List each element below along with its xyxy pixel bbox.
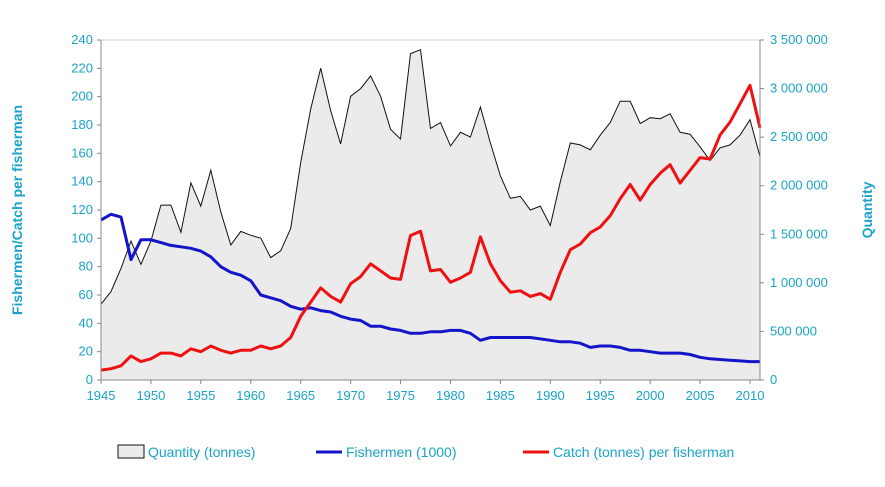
left-tick-label: 0 (86, 372, 93, 387)
left-tick-label: 200 (71, 89, 93, 104)
series-line-2 (100, 83, 762, 372)
x-tick-label: 2005 (686, 388, 715, 403)
left-axis-title: Fishermen/Catch per fisherman (9, 105, 25, 315)
left-tick-label: 160 (71, 145, 93, 160)
legend-label-1: Fishermen (1000) (346, 444, 457, 460)
x-tick-label: 1995 (586, 388, 615, 403)
x-tick-label: 2010 (736, 388, 765, 403)
right-tick-label: 1 000 000 (770, 275, 828, 290)
right-tick-label: 2 500 000 (770, 129, 828, 144)
x-tick-label: 1980 (436, 388, 465, 403)
right-tick-label: 1 500 000 (770, 226, 828, 241)
x-tick-label: 1970 (336, 388, 365, 403)
axes: 0 20 40 60 80 100 120 140 160 180 200 220 240 0 500 00… (71, 32, 828, 403)
right-tick-label: 500 000 (770, 323, 817, 338)
left-tick-label: 40 (79, 315, 93, 330)
x-tick-label: 1960 (236, 388, 265, 403)
x-tick-label: 1965 (286, 388, 315, 403)
legend-swatch-quantity (117, 444, 145, 459)
series-line-1 (100, 212, 760, 364)
left-tick-label: 180 (71, 117, 93, 132)
left-tick-label: 20 (79, 344, 93, 359)
left-tick-label: 60 (79, 287, 93, 302)
right-axis-title: Quantity (859, 181, 875, 238)
x-tick-label: 1975 (386, 388, 415, 403)
left-tick-label: 240 (71, 32, 93, 47)
legend: Quantity (tonnes) Fishermen (1000) Catch (… (117, 444, 734, 460)
left-tick-label: 140 (71, 174, 93, 189)
right-tick-label: 2 000 000 (770, 178, 828, 193)
right-tick-label: 0 (770, 372, 777, 387)
right-tick-label: 3 500 000 (770, 32, 828, 47)
right-tick-label: 3 000 000 (770, 81, 828, 96)
left-tick-label: 100 (71, 230, 93, 245)
series-quantity-line (100, 49, 761, 305)
x-tick-label: 1950 (136, 388, 165, 403)
legend-label-0: Quantity (tonnes) (148, 444, 255, 460)
left-tick-label: 120 (71, 202, 93, 217)
left-tick-label: 220 (71, 60, 93, 75)
x-tick-label: 1955 (186, 388, 215, 403)
x-tick-label: 1985 (486, 388, 515, 403)
x-tick-label: 1945 (87, 388, 116, 403)
series-layer (100, 49, 762, 380)
x-tick-label: 2000 (636, 388, 665, 403)
left-tick-label: 80 (79, 259, 93, 274)
legend-label-2: Catch (tonnes) per fisherman (553, 444, 734, 460)
x-tick-label: 1990 (536, 388, 565, 403)
